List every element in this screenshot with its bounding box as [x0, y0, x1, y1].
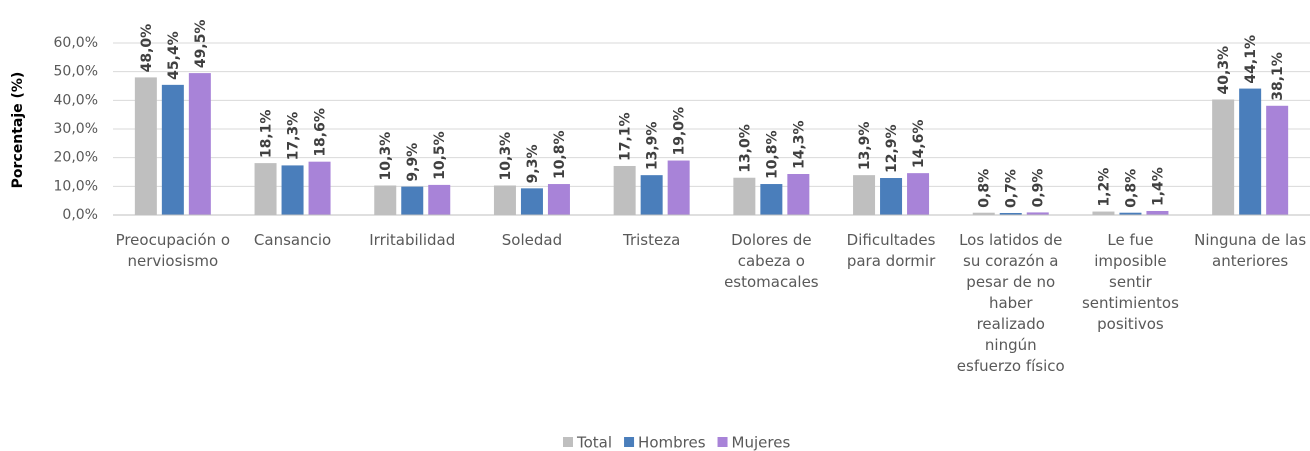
- x-tick-label: Irritabilidad: [369, 231, 456, 249]
- data-label: 10,8%: [764, 130, 780, 179]
- bar: [428, 184, 451, 215]
- data-label: 17,3%: [286, 112, 302, 161]
- data-label: 14,6%: [911, 120, 927, 169]
- x-tick-label: Le fue imposible sentir sentimientos pos…: [1081, 231, 1179, 333]
- bar: [1266, 105, 1289, 215]
- legend-swatch: [624, 437, 635, 447]
- data-label: 13,9%: [645, 122, 661, 171]
- data-label: 38,1%: [1270, 52, 1286, 101]
- y-axis-title: Porcentaje (%): [10, 72, 26, 189]
- bar: [1026, 212, 1049, 215]
- data-label: 13,9%: [857, 122, 873, 171]
- data-label: 13,0%: [737, 124, 753, 173]
- x-tick-label: Ninguna de las anteriores: [1194, 231, 1307, 270]
- bar: [254, 163, 277, 215]
- bar: [640, 175, 663, 215]
- data-label: 0,8%: [1123, 169, 1139, 208]
- data-label: 44,1%: [1243, 35, 1259, 84]
- x-tick-label: Tristeza: [622, 231, 681, 249]
- data-label: 10,8%: [552, 130, 568, 179]
- legend-swatch: [717, 437, 728, 447]
- legend-label: Total: [576, 434, 612, 451]
- data-label: 10,3%: [498, 132, 514, 181]
- x-tick-label: Soledad: [501, 231, 563, 249]
- bar: [520, 188, 543, 215]
- bar: [281, 165, 304, 215]
- bar: [401, 186, 424, 215]
- bar: [308, 161, 331, 215]
- x-tick-label: Cansancio: [253, 231, 332, 249]
- data-label: 18,1%: [259, 110, 275, 159]
- bar: [1239, 88, 1262, 215]
- x-tick-label: Dificultades para dormir: [846, 231, 936, 270]
- data-label: 0,9%: [1031, 169, 1047, 208]
- bar: [853, 175, 876, 215]
- y-tick-label: 20,0%: [54, 150, 98, 166]
- x-tick-label: Dolores de cabeza o estomacales: [724, 231, 819, 291]
- bar: [1212, 99, 1235, 215]
- data-label: 40,3%: [1216, 46, 1232, 95]
- bar: [733, 177, 756, 215]
- data-label: 10,5%: [432, 131, 448, 180]
- data-label: 49,5%: [193, 20, 209, 69]
- bar: [760, 184, 783, 215]
- legend-label: Mujeres: [732, 434, 791, 451]
- y-tick-label: 60,0%: [54, 35, 98, 51]
- data-label: 9,9%: [405, 143, 421, 182]
- legend-swatch: [563, 437, 573, 447]
- bar: [1119, 212, 1142, 215]
- bar: [161, 84, 184, 215]
- data-label: 1,2%: [1096, 168, 1112, 207]
- data-label: 14,3%: [791, 120, 807, 169]
- bar: [1092, 211, 1115, 215]
- data-label: 0,8%: [977, 169, 993, 208]
- data-label: 9,3%: [525, 145, 541, 184]
- bar: [134, 77, 157, 216]
- data-label: 1,4%: [1150, 167, 1166, 206]
- bar: [999, 212, 1022, 215]
- x-tick-label: Preocupación o nerviosismo: [115, 231, 231, 270]
- data-label: 12,9%: [884, 124, 900, 173]
- x-tick-label: Los latidos de su corazón a pesar de no …: [956, 231, 1065, 375]
- bar: [493, 185, 516, 215]
- y-tick-label: 10,0%: [54, 178, 98, 194]
- data-label: 48,0%: [139, 24, 155, 73]
- y-tick-label: 50,0%: [54, 64, 98, 80]
- bar: [972, 212, 995, 215]
- data-label: 18,6%: [313, 108, 329, 157]
- y-tick-label: 30,0%: [54, 121, 98, 137]
- data-label: 0,7%: [1004, 169, 1020, 208]
- data-label: 19,0%: [672, 107, 688, 156]
- data-label: 45,4%: [166, 31, 182, 80]
- data-label: 10,3%: [378, 132, 394, 181]
- bar: [613, 165, 636, 215]
- bar: [374, 185, 397, 215]
- y-tick-label: 40,0%: [54, 92, 98, 108]
- bar: [188, 73, 211, 215]
- bar: [547, 184, 570, 215]
- bar: [907, 173, 930, 215]
- bar: [880, 178, 903, 215]
- legend-label: Hombres: [638, 434, 706, 451]
- data-label: 17,1%: [618, 112, 634, 161]
- bar: [1146, 210, 1169, 215]
- bar: [667, 160, 690, 215]
- y-tick-label: 0,0%: [62, 207, 98, 223]
- bar: [787, 174, 810, 215]
